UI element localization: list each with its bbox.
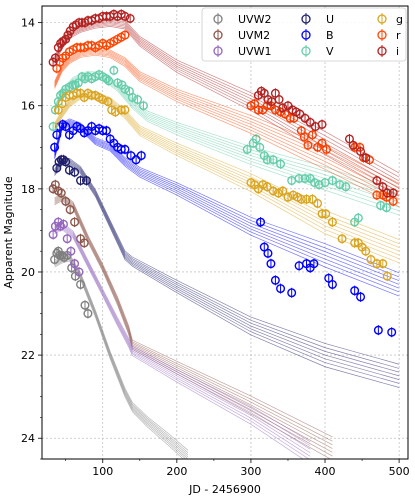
legend-marker <box>377 14 387 24</box>
series-U <box>52 154 400 388</box>
model-line <box>54 54 400 208</box>
model-line <box>54 254 189 453</box>
x-axis-label: JD - 2456900 <box>188 483 261 496</box>
series-UVW1 <box>48 217 311 459</box>
legend-label: UVM2 <box>238 29 270 42</box>
model-line <box>54 92 400 245</box>
model-line <box>54 197 333 453</box>
y-tick-label: 22 <box>21 349 35 362</box>
model-line <box>54 228 310 459</box>
model-line <box>54 224 311 450</box>
plot-area <box>48 9 400 459</box>
model-line <box>54 258 189 459</box>
y-tick-label: 24 <box>21 432 35 445</box>
model-line <box>54 53 400 203</box>
model-line <box>54 50 400 192</box>
y-tick-label: 16 <box>21 100 35 113</box>
legend-marker <box>301 30 311 40</box>
model-line <box>54 120 400 282</box>
model-line <box>54 160 400 373</box>
y-axis-label: Apparent Magnitude <box>2 176 15 289</box>
legend-label: V <box>326 45 334 58</box>
y-tick-label: 20 <box>21 266 35 279</box>
model-line <box>54 119 400 278</box>
model-line <box>54 52 400 200</box>
legend-label: i <box>396 45 399 58</box>
model-line <box>54 95 400 252</box>
axes-frame <box>41 5 409 460</box>
model-line <box>54 47 400 184</box>
legend-marker <box>213 14 223 24</box>
model-line <box>54 259 187 459</box>
x-tick-label: 100 <box>92 465 113 478</box>
model-line <box>54 260 184 459</box>
legend-marker <box>377 30 387 40</box>
x-tick-label: 300 <box>240 465 261 478</box>
legend-label: B <box>326 29 334 42</box>
series-r <box>52 30 400 208</box>
series-UVM2 <box>48 179 333 459</box>
model-line <box>54 199 333 457</box>
model-line <box>54 125 400 297</box>
axis-ticks: 100 200 300 400 500 14 16 18 20 22 24 <box>21 17 410 478</box>
legend-label: UVW1 <box>238 45 271 58</box>
legend-marker <box>301 14 311 24</box>
model-line <box>54 222 311 442</box>
series-V <box>48 65 400 228</box>
series-UVW2 <box>50 246 189 459</box>
y-tick-label: 18 <box>21 183 35 196</box>
legend-label: UVW2 <box>238 13 271 26</box>
series-g <box>53 88 400 282</box>
legend-box <box>201 7 407 62</box>
y-tick-label: 14 <box>21 17 35 30</box>
model-line <box>54 161 400 377</box>
legend-marker <box>213 30 223 40</box>
series-i <box>48 9 400 199</box>
legend-marker <box>213 46 223 56</box>
legend-label: r <box>396 29 401 42</box>
series-B <box>50 118 400 338</box>
x-tick-label: 400 <box>315 465 336 478</box>
x-tick-label: 500 <box>389 465 410 478</box>
model-line <box>54 158 400 365</box>
x-tick-label: 200 <box>166 465 187 478</box>
model-line <box>54 223 311 446</box>
model-line <box>54 226 311 457</box>
legend-marker <box>377 46 387 56</box>
model-line <box>54 200 331 459</box>
model-line <box>54 124 400 293</box>
model-line <box>54 51 400 196</box>
legend-label: U <box>326 13 334 26</box>
model-line <box>54 26 400 197</box>
model-line <box>54 225 311 454</box>
legend-marker <box>301 46 311 56</box>
model-line <box>54 255 189 456</box>
model-line <box>54 162 400 380</box>
legend-label: g <box>396 13 403 26</box>
